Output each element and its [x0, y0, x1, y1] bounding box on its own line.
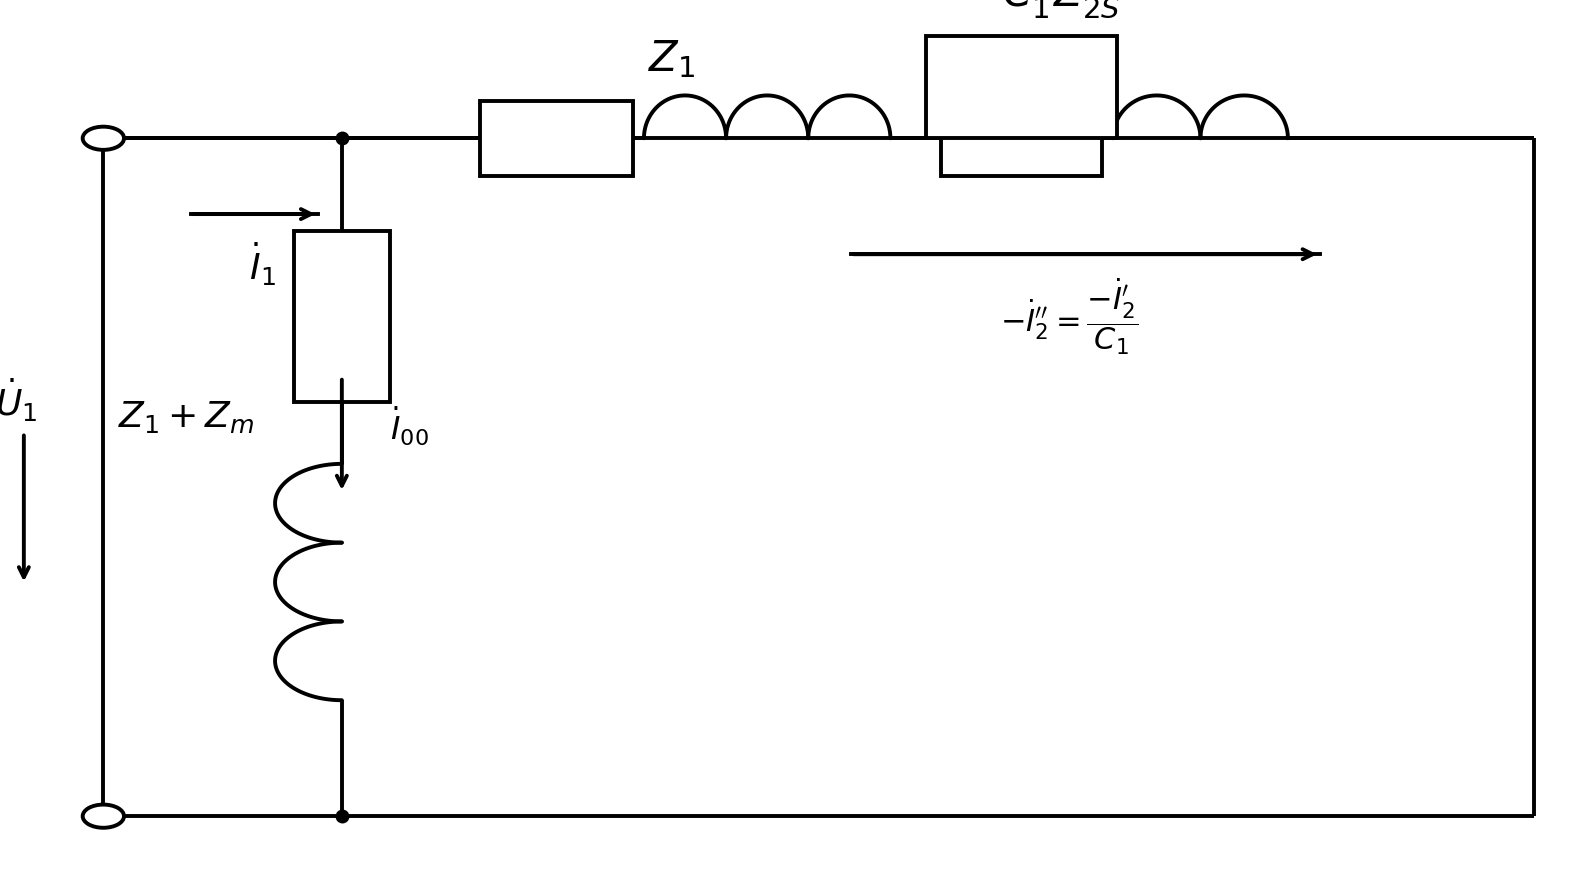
Text: $\dot{I}_{00}$: $\dot{I}_{00}$ [390, 404, 428, 448]
Text: $-\dot{I}_2^{\prime\prime}=\dfrac{-\dot{I}_2^{\prime}}{C_1}$: $-\dot{I}_2^{\prime\prime}=\dfrac{-\dot{… [1000, 277, 1138, 358]
Text: $\dot{U}_1$: $\dot{U}_1$ [0, 376, 37, 424]
Text: $Z_1$: $Z_1$ [649, 38, 695, 80]
Text: $\dot{I}_1$: $\dot{I}_1$ [250, 241, 275, 288]
Bar [480, 101, 633, 176]
Bar [941, 101, 1102, 176]
Bar [927, 36, 1116, 138]
Circle shape [83, 805, 124, 828]
Text: $C_1^2 Z_{2S}^{\prime}$: $C_1^2 Z_{2S}^{\prime}$ [1002, 0, 1121, 20]
Text: $Z_1+Z_m$: $Z_1+Z_m$ [118, 399, 254, 435]
Circle shape [83, 127, 124, 150]
Bar [294, 231, 390, 402]
